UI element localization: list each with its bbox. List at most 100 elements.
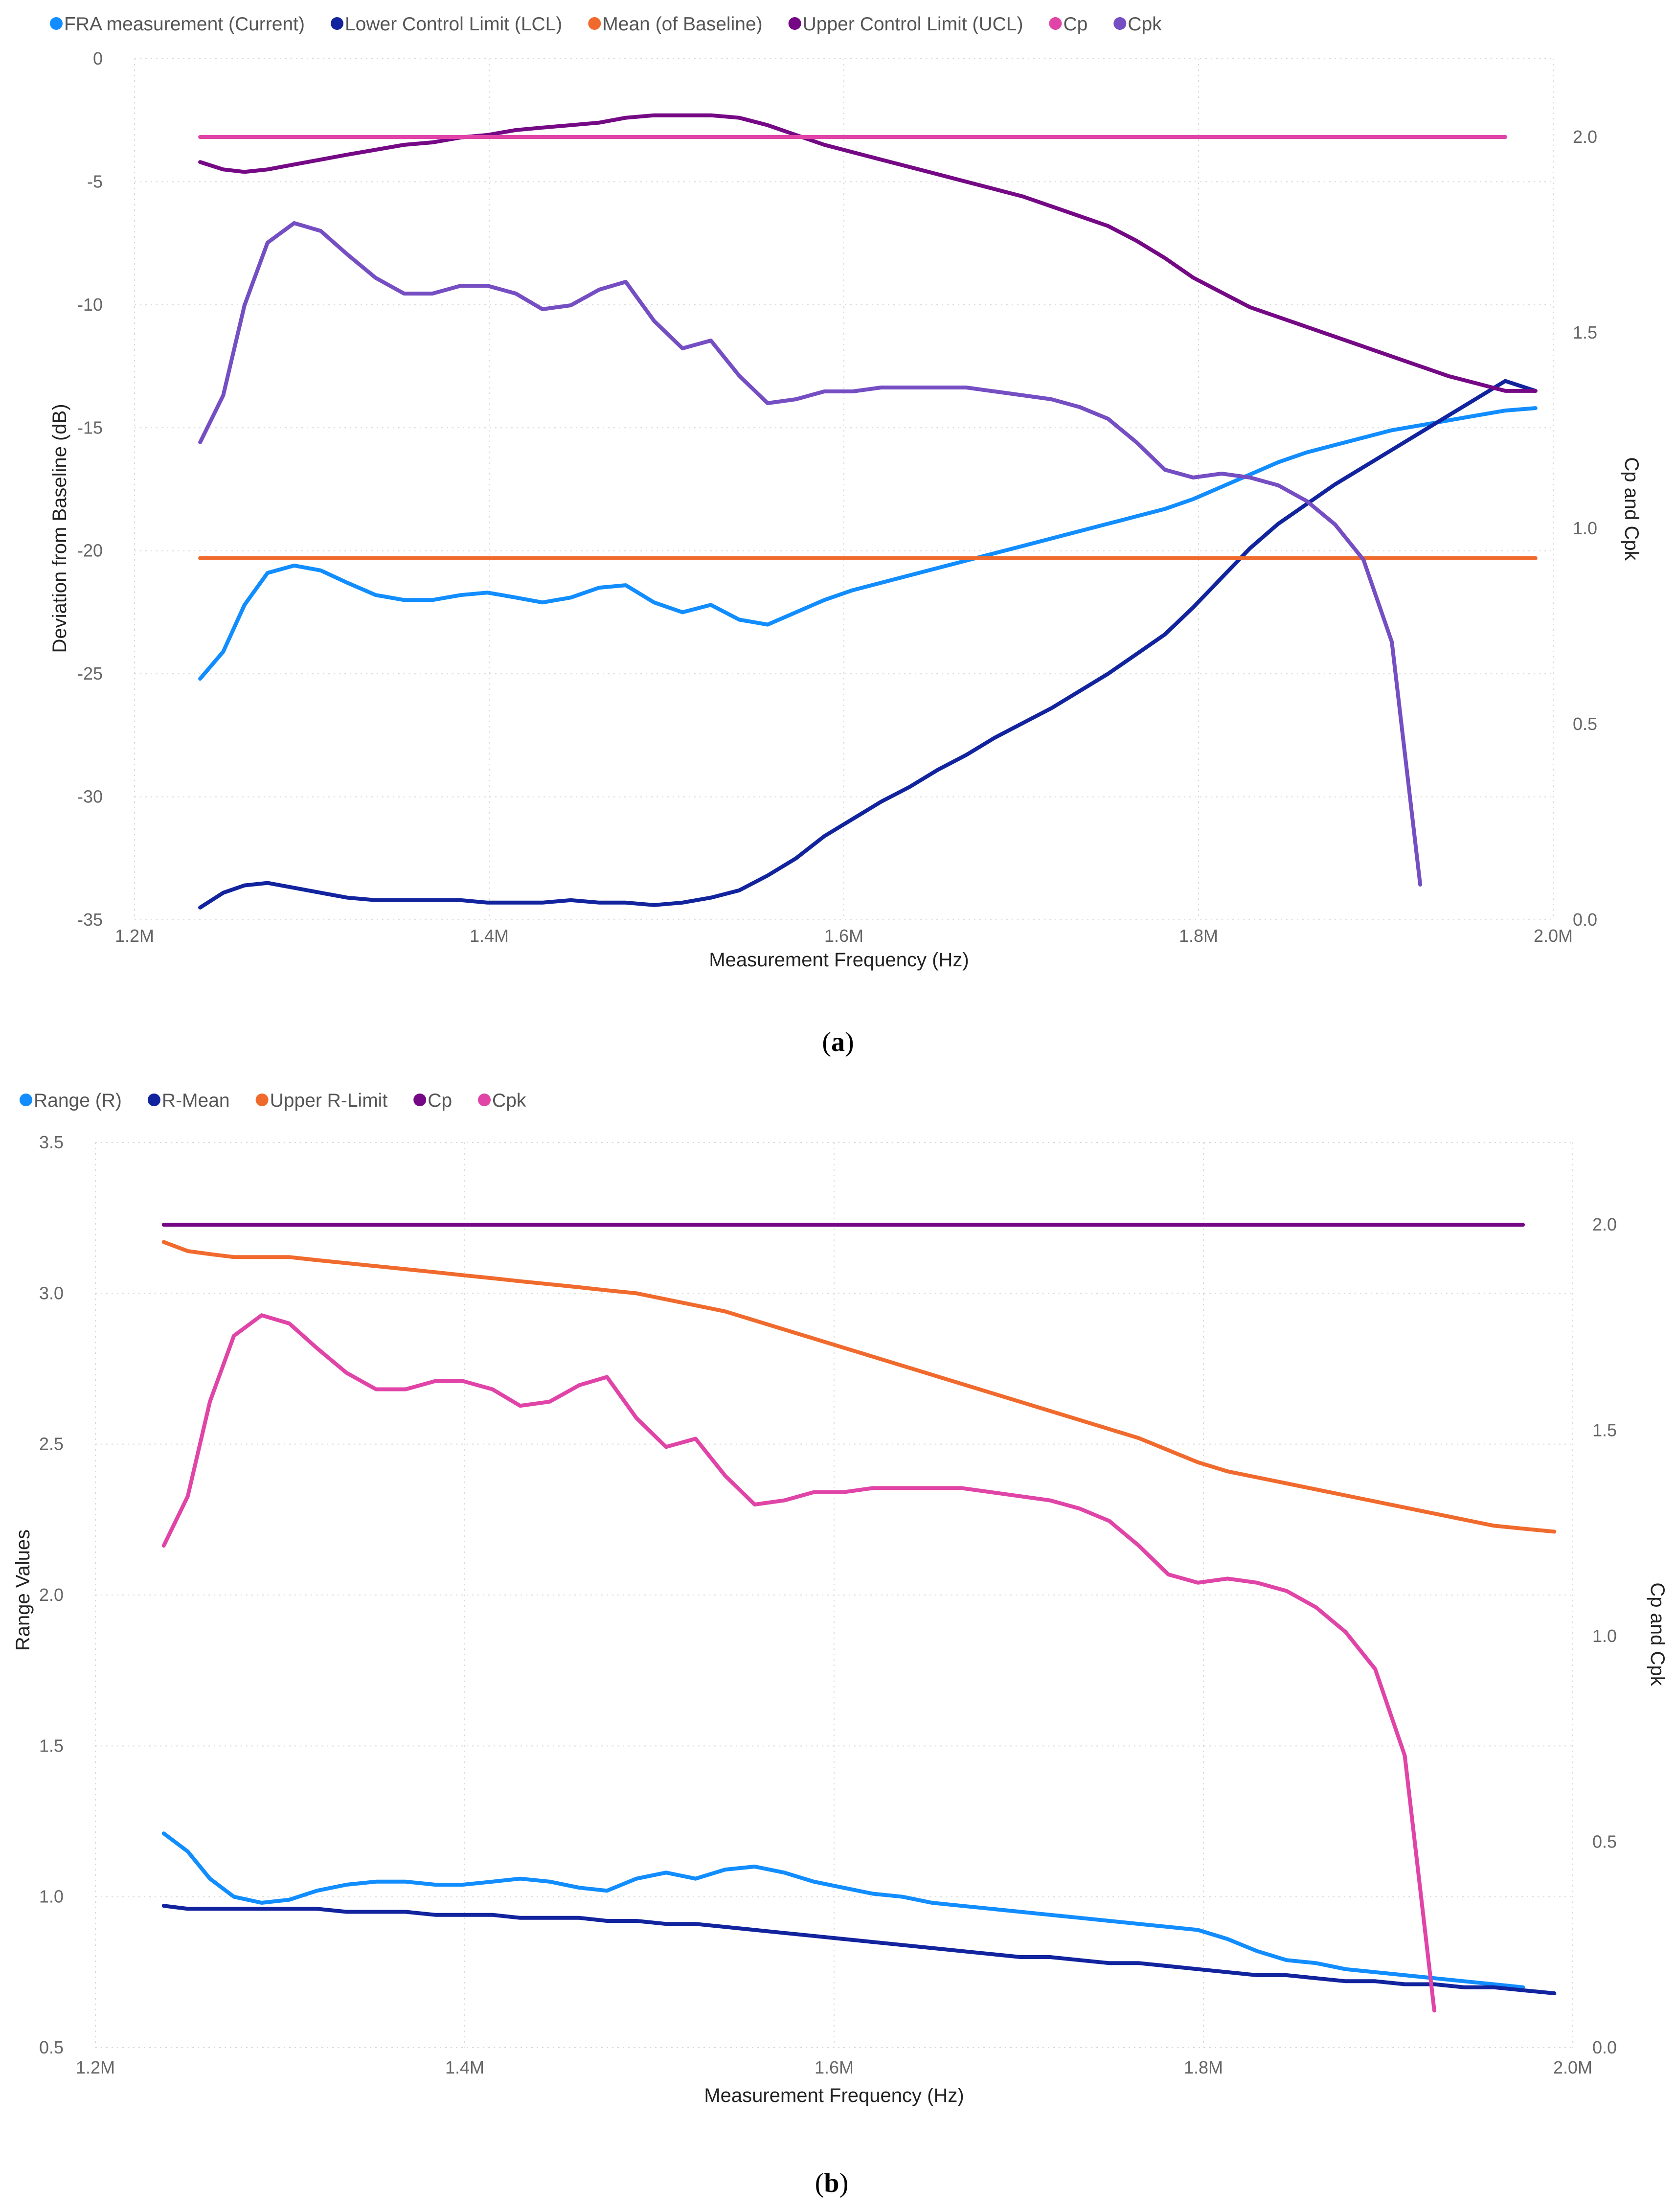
chart-b-y2-axis: 2.0 1.5 1.0 0.5 0.0	[1592, 1214, 1617, 2057]
legend-marker-icon	[50, 17, 63, 30]
legend-item-upper-control-limit-ucl[interactable]: Upper Control Limit (UCL)	[788, 14, 1023, 35]
legend-marker-icon	[255, 1094, 269, 1106]
legend-item-fra-measurement-current[interactable]: FRA measurement (Current)	[50, 14, 305, 35]
legend-item-cp[interactable]: Cp	[413, 1090, 452, 1111]
y2-tick-label: 1.5	[1592, 1420, 1617, 1440]
chart-b-caption: (b)	[815, 2168, 848, 2198]
series-line-cpk	[161, 1313, 1436, 2013]
y-tick-label: 1.5	[39, 1735, 64, 1756]
chart-b-y2-axis-title: Cp and Cpk	[1647, 1582, 1668, 1686]
legend-item-cpk[interactable]: Cpk	[1113, 14, 1162, 35]
series-line-cpk	[198, 221, 1423, 887]
series-line-upper-r-limit	[161, 1240, 1557, 1534]
chart-a: FRA measurement (Current) Lower Control L…	[49, 14, 1642, 1057]
chart-b-y-axis-title: Range Values	[12, 1529, 34, 1651]
y2-tick-label: 0.0	[1573, 910, 1597, 930]
chart-a-legend: FRA measurement (Current) Lower Control L…	[50, 14, 1162, 35]
chart-b-legend: Range (R) R-Mean Upper R-Limit Cp Cpk	[20, 1090, 526, 1111]
y-tick-label: -10	[77, 295, 103, 315]
x-tick-label: 2.0M	[1553, 2057, 1592, 2077]
x-tick-label: 1.6M	[815, 2057, 854, 2077]
series-line-lower-control-limit-lcl	[198, 379, 1538, 910]
y2-tick-label: 1.0	[1592, 1626, 1617, 1646]
chart-a-x-axis-title: Measurement Frequency (Hz)	[709, 949, 969, 971]
legend-marker-icon	[478, 1094, 491, 1106]
legend-item-mean-of-baseline[interactable]: Mean (of Baseline)	[588, 14, 763, 35]
chart-a-y-axis-title: Deviation from Baseline (dB)	[49, 404, 70, 653]
legend-label: Cp	[1063, 14, 1087, 35]
x-tick-label: 1.4M	[445, 2057, 484, 2077]
series-line-range-r	[161, 1831, 1525, 1989]
legend-marker-icon	[788, 17, 801, 30]
y-tick-label: 3.0	[39, 1283, 64, 1303]
y-tick-label: -5	[87, 171, 103, 191]
y2-tick-label: 1.0	[1573, 518, 1597, 538]
legend-item-r-mean[interactable]: R-Mean	[147, 1090, 230, 1111]
legend-item-cp[interactable]: Cp	[1049, 14, 1087, 35]
chart-b-caption-letter: b	[824, 2168, 839, 2198]
x-tick-label: 1.2M	[115, 926, 154, 946]
x-tick-label: 1.2M	[76, 2057, 115, 2077]
legend-label: Cp	[428, 1090, 452, 1111]
chart-a-y-axis: 0 -5 -10 -15 -20 -25 -30 -35	[77, 48, 103, 930]
legend-marker-icon	[330, 17, 343, 30]
chart-a-series	[198, 113, 1538, 910]
y2-tick-label: 0.0	[1592, 2037, 1617, 2057]
legend-label: R-Mean	[162, 1090, 230, 1111]
y-tick-label: 2.5	[39, 1434, 64, 1454]
y2-tick-label: 0.5	[1573, 714, 1597, 734]
chart-b-x-axis-title: Measurement Frequency (Hz)	[704, 2085, 964, 2106]
x-tick-label: 1.4M	[470, 926, 509, 946]
x-tick-label: 1.8M	[1179, 926, 1218, 946]
y2-tick-label: 0.5	[1592, 1832, 1617, 1852]
series-line-upper-control-limit-ucl	[198, 113, 1538, 393]
legend-label: Upper R-Limit	[270, 1090, 388, 1111]
chart-b-x-axis: 1.2M 1.4M 1.6M 1.8M 2.0M	[76, 2057, 1592, 2077]
y-tick-label: 3.5	[39, 1132, 64, 1152]
legend-label: Mean (of Baseline)	[602, 14, 762, 35]
x-tick-label: 1.6M	[824, 926, 863, 946]
legend-label: Upper Control Limit (UCL)	[803, 14, 1023, 35]
y-tick-label: -15	[77, 417, 103, 437]
x-tick-label: 1.8M	[1184, 2057, 1223, 2077]
legend-label: Range (R)	[34, 1090, 122, 1111]
chart-a-x-axis: 1.2M 1.4M 1.6M 1.8M 2.0M	[115, 926, 1573, 946]
chart-a-y2-axis: 2.0 1.5 1.0 0.5 0.0	[1573, 127, 1597, 930]
legend-label: Lower Control Limit (LCL)	[345, 14, 562, 35]
chart-a-gridlines	[134, 58, 1554, 920]
y2-tick-label: 2.0	[1592, 1214, 1617, 1234]
legend-marker-icon	[588, 17, 601, 30]
y-tick-label: 0	[93, 48, 103, 68]
y-tick-label: -30	[77, 787, 103, 807]
series-line-r-mean	[161, 1904, 1557, 1995]
legend-item-cpk[interactable]: Cpk	[478, 1090, 526, 1111]
legend-marker-icon	[1113, 17, 1127, 30]
chart-b: Range (R) R-Mean Upper R-Limit Cp Cpk 3.5 3.0…	[12, 1090, 1668, 2198]
legend-marker-icon	[1049, 17, 1062, 30]
legend-item-range-r[interactable]: Range (R)	[20, 1090, 122, 1111]
y-tick-label: -20	[77, 541, 103, 561]
chart-a-caption-letter: a	[831, 1027, 845, 1057]
chart-b-gridlines	[95, 1142, 1573, 2048]
legend-label: FRA measurement (Current)	[64, 14, 305, 35]
y2-tick-label: 2.0	[1573, 127, 1597, 147]
legend-marker-icon	[20, 1094, 32, 1106]
chart-a-caption: (a)	[822, 1027, 854, 1057]
chart-b-y-axis: 3.5 3.0 2.5 2.0 1.5 1.0 0.5	[39, 1132, 64, 2057]
chart-a-y2-axis-title: Cp and Cpk	[1621, 457, 1642, 561]
y-tick-label: 0.5	[39, 2037, 64, 2057]
legend-label: Cpk	[1128, 14, 1162, 35]
legend-item-lower-control-limit-lcl[interactable]: Lower Control Limit (LCL)	[330, 14, 562, 35]
legend-marker-icon	[413, 1094, 427, 1106]
y-tick-label: -35	[77, 910, 103, 930]
series-line-fra-measurement-current	[198, 406, 1538, 681]
legend-marker-icon	[147, 1094, 160, 1106]
legend-item-upper-r-limit[interactable]: Upper R-Limit	[255, 1090, 388, 1111]
chart-b-series	[161, 1223, 1557, 2013]
y-tick-label: -25	[77, 663, 103, 684]
x-tick-label: 2.0M	[1534, 926, 1573, 946]
y2-tick-label: 1.5	[1573, 322, 1597, 342]
y-tick-label: 2.0	[39, 1585, 64, 1605]
y-tick-label: 1.0	[39, 1887, 64, 1907]
